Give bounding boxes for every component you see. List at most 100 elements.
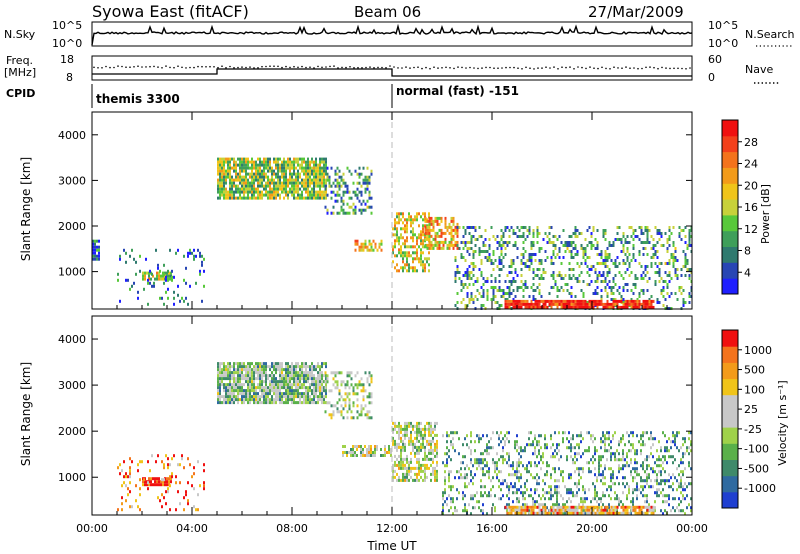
echo-cell (323, 395, 325, 399)
echo-cell (297, 392, 299, 396)
echo-cell (686, 268, 689, 271)
echo-cell (119, 254, 121, 258)
echo-cell (450, 458, 452, 462)
echo-cell (324, 410, 327, 414)
echo-cell (674, 256, 677, 259)
echo-cell (251, 166, 253, 170)
echo-cell (596, 500, 598, 504)
echo-cell (518, 229, 521, 232)
colorbar-tick-label: 28 (744, 136, 758, 149)
echo-cell (291, 190, 293, 194)
nsky-label: N.Sky (4, 28, 36, 41)
echo-cell (538, 268, 541, 271)
echo-cell (269, 365, 271, 369)
echo-cell (424, 257, 426, 261)
echo-cell (582, 497, 584, 501)
echo-cell (319, 184, 321, 188)
echo-cell (508, 229, 511, 232)
echo-cell (422, 245, 424, 249)
echo-cell (594, 497, 596, 501)
echo-cell (263, 187, 265, 191)
echo-cell (578, 443, 580, 447)
echo-cell (500, 431, 502, 435)
echo-cell (674, 250, 677, 253)
echo-cell (468, 232, 471, 235)
echo-cell (287, 157, 289, 161)
echo-cell (350, 377, 353, 381)
echo-cell (650, 262, 653, 265)
echo-cell (608, 241, 611, 244)
echo-cell (217, 196, 219, 200)
echo-cell (628, 440, 630, 444)
echo-cell (317, 389, 319, 393)
echo-cell (588, 226, 591, 229)
echo-cell (498, 470, 500, 474)
echo-cell (269, 166, 271, 170)
echo-cell (462, 274, 465, 277)
echo-cell (253, 386, 255, 390)
echo-cell (265, 383, 267, 387)
echo-cell (454, 277, 457, 280)
echo-cell (556, 503, 558, 507)
echo-cell (538, 302, 541, 306)
nave-tick-bottom: 0 (708, 71, 715, 84)
echo-cell (504, 253, 507, 256)
echo-cell (325, 193, 327, 197)
echo-cell (638, 250, 641, 253)
echo-cell (142, 277, 144, 281)
echo-cell (616, 299, 619, 303)
echo-cell (420, 475, 422, 479)
echo-cell (127, 493, 129, 497)
echo-cell (424, 469, 426, 473)
echo-cell (606, 431, 608, 435)
echo-cell (241, 169, 243, 173)
echo-cell (271, 181, 273, 185)
echo-cell (319, 196, 321, 200)
echo-cell (263, 365, 265, 369)
echo-cell (646, 467, 648, 471)
echo-cell (408, 245, 410, 249)
echo-cell (430, 442, 432, 446)
echo-cell (520, 274, 523, 277)
echo-cell (592, 302, 595, 306)
echo-cell (432, 237, 435, 241)
echo-cell (536, 268, 539, 271)
echo-cell (303, 160, 305, 164)
echo-cell (532, 443, 534, 447)
echo-cell (285, 398, 287, 402)
echo-cell (325, 157, 327, 161)
echo-cell (416, 448, 418, 452)
echo-cell (239, 368, 241, 372)
echo-cell (125, 251, 127, 255)
echo-cell (450, 228, 453, 232)
echo-cell (428, 225, 431, 229)
echo-cell (319, 193, 321, 197)
nave-dot (629, 67, 631, 69)
echo-cell (289, 160, 291, 164)
echo-cell (261, 362, 263, 366)
echo-cell (243, 157, 245, 161)
echo-cell (422, 239, 424, 243)
echo-cell (618, 500, 620, 504)
echo-cell (340, 184, 343, 188)
echo-cell (688, 268, 691, 271)
echo-cell (317, 184, 319, 188)
echo-cell (287, 398, 289, 402)
echo-cell (468, 482, 470, 486)
echo-cell (632, 229, 635, 232)
echo-cell (156, 483, 158, 487)
echo-cell (588, 488, 590, 492)
echo-cell (644, 479, 646, 483)
echo-cell (328, 389, 331, 393)
echo-cell (193, 472, 195, 476)
echo-cell (650, 235, 653, 238)
echo-cell (444, 488, 446, 492)
echo-cell (464, 304, 467, 307)
echo-cell (352, 202, 355, 206)
echo-cell (158, 480, 160, 484)
echo-cell (323, 380, 325, 384)
echo-cell (472, 226, 475, 229)
echo-cell (630, 226, 633, 229)
echo-cell (512, 464, 514, 468)
echo-cell (658, 482, 660, 486)
